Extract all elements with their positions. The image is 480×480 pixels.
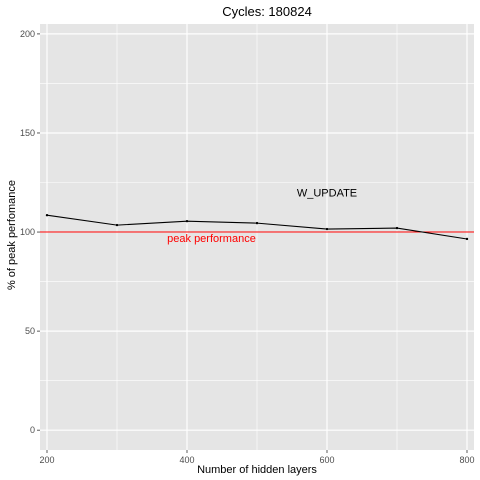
y-axis-ticks: 0 50 100 150 200	[20, 29, 40, 435]
data-point	[395, 226, 399, 230]
x-tick-label: 800	[459, 455, 474, 465]
series-layer	[45, 214, 469, 241]
y-axis-title: % of peak perfomance	[6, 180, 18, 290]
x-tick-label: 600	[319, 455, 334, 465]
y-tick-label: 0	[30, 425, 35, 435]
minor-gridlines	[40, 24, 474, 450]
y-tick-label: 100	[20, 227, 35, 237]
x-axis-title: Number of hidden layers	[197, 464, 317, 476]
data-point	[465, 237, 469, 241]
data-point	[45, 214, 49, 217]
annotation-label: peak performance	[167, 233, 256, 245]
data-point	[115, 223, 119, 227]
y-tick-label: 50	[25, 326, 35, 336]
y-tick-label: 200	[20, 29, 35, 39]
data-point	[325, 227, 329, 231]
annotation-label: W_UPDATE	[297, 187, 357, 199]
x-tick-label: 400	[179, 455, 194, 465]
x-tick-label: 200	[39, 455, 54, 465]
x-axis-ticks: 200 400 600 800	[39, 450, 475, 465]
chart-title: Cycles: 180824	[222, 4, 312, 19]
data-point	[185, 219, 189, 223]
data-point	[255, 221, 259, 225]
y-tick-label: 150	[20, 128, 35, 138]
